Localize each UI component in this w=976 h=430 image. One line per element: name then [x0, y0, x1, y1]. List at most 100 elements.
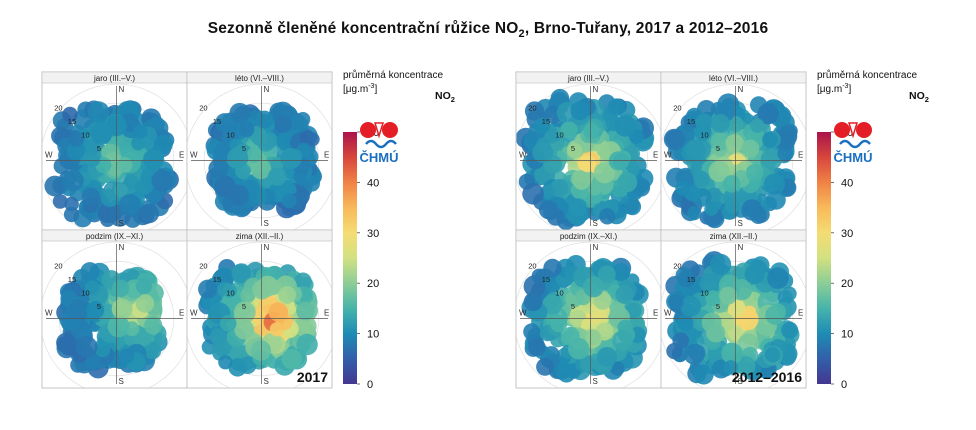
surface-cell: [542, 294, 563, 315]
radial-tick-label: 5: [571, 302, 575, 311]
panel-podzim: podzim (IX.–XI.) N E S W 5 10 15 20: [515, 229, 662, 389]
surface-cell: [66, 141, 86, 161]
surface-cell: [528, 338, 546, 357]
surface-cell: [764, 346, 781, 363]
colorbar-tick-label: 30: [841, 228, 853, 240]
surface-cell: [222, 283, 237, 298]
surface-cell: [708, 160, 730, 182]
colorbar: průměrná koncentrace [μg.m-3] NO2 0 10 20 30 40…: [817, 69, 929, 391]
direction-label-s: S: [738, 377, 743, 386]
surface-cell: [617, 172, 638, 193]
surface-cell: [208, 158, 229, 179]
direction-label-n: N: [119, 85, 125, 94]
panel-label: léto (VI.–VIII.): [709, 74, 758, 83]
surface-cell: [543, 258, 562, 278]
surface-cell: [694, 123, 712, 142]
surface-cell: [143, 341, 162, 360]
surface-cell: [767, 267, 789, 289]
radial-tick-label: 15: [542, 275, 550, 284]
panel-header: [660, 71, 807, 84]
surface-cell: [699, 272, 721, 294]
radial-tick-label: 20: [528, 103, 536, 112]
radial-tick-label: 10: [555, 288, 563, 297]
radial-tick-label: 20: [54, 103, 62, 112]
radial-tick-label: 20: [199, 103, 207, 112]
surface-cell: [68, 298, 90, 320]
surface-cell: [766, 190, 786, 210]
surface-cell: [623, 198, 642, 216]
radial-tick-label: 20: [673, 103, 681, 112]
logo-circle-right: [856, 122, 872, 138]
direction-label-e: E: [324, 309, 329, 318]
surface-cell: [582, 276, 604, 298]
direction-label-e: E: [324, 151, 329, 160]
colorbar-title: průměrná koncentrace: [343, 69, 443, 81]
surface-cell: [524, 101, 545, 121]
surface-cell: [599, 208, 616, 225]
radial-tick-label: 5: [571, 144, 575, 153]
surface-cell: [296, 333, 318, 356]
surface-cell: [113, 183, 128, 198]
surface-cell: [687, 206, 702, 221]
surface-cell: [550, 315, 568, 333]
surface-cell: [64, 196, 79, 212]
surface-cell: [675, 267, 693, 285]
surface-cell: [612, 263, 631, 282]
panel-label: zima (XII.–II.): [236, 232, 284, 241]
colorbar-gradient: [343, 132, 357, 384]
panel-header: [660, 229, 807, 242]
surface-cell: [614, 115, 636, 137]
surface-cell: [612, 330, 633, 351]
radial-tick-label: 10: [226, 288, 234, 297]
surface-cell: [84, 280, 100, 296]
logo-circle-left: [360, 122, 376, 138]
surface-cell: [265, 279, 282, 296]
colorbar-pollutant: NO2: [435, 90, 455, 104]
surface-cell: [139, 203, 160, 224]
surface-cell: [675, 180, 691, 196]
radial-tick-label: 20: [199, 261, 207, 270]
radial-tick-label: 10: [226, 130, 234, 139]
logo-drop: [373, 122, 385, 139]
surface-cell: [583, 122, 600, 139]
year-label: 2012–2016: [732, 369, 802, 385]
surface-cell: [62, 169, 84, 192]
surface-cell: [684, 139, 706, 160]
surface-cell: [737, 308, 759, 331]
surface-cell: [782, 286, 797, 302]
chmu-logo: ČHMÚ: [360, 122, 399, 165]
surface-cell: [250, 340, 272, 361]
surface-cell: [228, 184, 249, 206]
concentration-surface: [205, 101, 322, 219]
surface-cell: [676, 314, 694, 332]
direction-label-s: S: [264, 377, 269, 386]
rose-plot: [661, 241, 806, 388]
surface-cell: [570, 101, 590, 121]
logo-wave: [839, 139, 871, 149]
colorbar: průměrná koncentrace [μg.m-3] NO2 0 10 20 30 40…: [343, 69, 455, 391]
surface-cell: [281, 348, 302, 370]
surface-cell: [778, 124, 798, 144]
surface-cell: [765, 305, 785, 325]
colorbar-unit: [μg.m-3]: [817, 83, 851, 95]
rose-plot: [661, 83, 806, 230]
surface-cell: [710, 132, 730, 152]
panel-label: jaro (III.–V.): [93, 74, 135, 83]
surface-cell: [296, 301, 315, 321]
surface-cell: [305, 132, 320, 147]
surface-cell: [68, 131, 85, 147]
surface-cell: [85, 152, 100, 168]
radial-tick-label: 15: [68, 275, 76, 284]
panel-podzim: podzim (IX.–XI.) N E S W 5 10 15 20: [41, 229, 188, 389]
colorbar-tick-label: 0: [841, 379, 847, 391]
surface-cell: [135, 278, 152, 295]
surface-cell: [607, 98, 626, 116]
surface-cell: [238, 121, 255, 138]
radial-tick-label: 15: [687, 117, 695, 126]
radial-ring: [42, 83, 187, 230]
chart-title: Sezonně členěné koncentrační růžice NO2,…: [207, 20, 769, 41]
radial-ring: [661, 241, 806, 388]
concentration-surface: [521, 254, 649, 383]
surface-cell: [721, 342, 743, 365]
